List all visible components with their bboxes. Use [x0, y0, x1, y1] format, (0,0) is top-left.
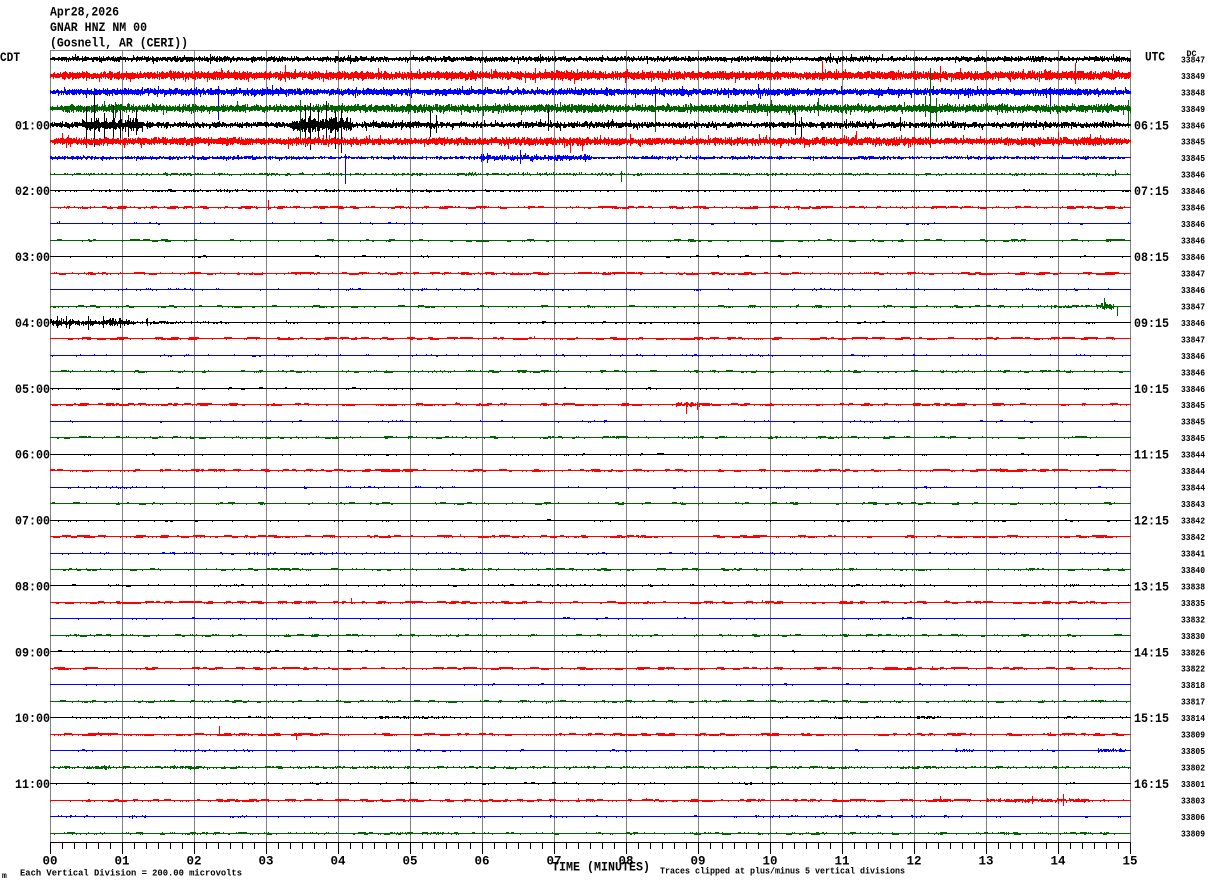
- svg-text:03: 03: [259, 854, 274, 869]
- svg-text:GNAR HNZ NM 00: GNAR HNZ NM 00: [50, 20, 147, 35]
- svg-text:05:00: 05:00: [15, 382, 50, 397]
- svg-text:08:15: 08:15: [1134, 250, 1169, 265]
- svg-text:33845: 33845: [1181, 138, 1205, 148]
- svg-text:33848: 33848: [1181, 88, 1205, 98]
- svg-text:08:00: 08:00: [15, 579, 50, 594]
- svg-text:09:15: 09:15: [1134, 316, 1169, 331]
- svg-text:06:15: 06:15: [1134, 118, 1169, 133]
- svg-text:33809: 33809: [1181, 829, 1205, 839]
- svg-text:33849: 33849: [1181, 105, 1205, 115]
- svg-text:33838: 33838: [1181, 582, 1205, 592]
- svg-text:Apr28,2026: Apr28,2026: [50, 5, 119, 20]
- svg-text:33844: 33844: [1181, 467, 1206, 477]
- svg-text:33803: 33803: [1181, 796, 1205, 806]
- svg-text:07:15: 07:15: [1134, 184, 1169, 199]
- svg-text:33846: 33846: [1181, 171, 1205, 181]
- svg-text:(Gosnell, AR (CERI)): (Gosnell, AR (CERI)): [50, 36, 188, 51]
- svg-text:33809: 33809: [1181, 731, 1205, 741]
- svg-text:33814: 33814: [1181, 714, 1206, 724]
- svg-text:12:15: 12:15: [1134, 514, 1169, 529]
- svg-text:33846: 33846: [1181, 220, 1205, 230]
- svg-text:06:00: 06:00: [15, 448, 50, 463]
- svg-text:TIME (MINUTES): TIME (MINUTES): [552, 860, 650, 875]
- svg-text:00: 00: [43, 854, 58, 869]
- svg-text:33847: 33847: [1181, 335, 1205, 345]
- svg-text:DC: DC: [1187, 50, 1197, 59]
- svg-text:33849: 33849: [1181, 72, 1205, 82]
- svg-text:01:00: 01:00: [15, 118, 50, 133]
- svg-text:07:00: 07:00: [15, 514, 50, 529]
- svg-text:03:00: 03:00: [15, 250, 50, 265]
- svg-text:m: m: [2, 872, 7, 881]
- svg-text:01: 01: [115, 854, 130, 869]
- svg-text:33817: 33817: [1181, 698, 1205, 708]
- svg-text:08: 08: [619, 854, 634, 869]
- svg-text:33846: 33846: [1181, 253, 1205, 263]
- svg-text:33822: 33822: [1181, 665, 1205, 675]
- svg-text:09: 09: [691, 854, 706, 869]
- svg-text:14:15: 14:15: [1134, 645, 1169, 660]
- svg-text:12: 12: [907, 854, 922, 869]
- svg-text:10:15: 10:15: [1134, 382, 1169, 397]
- svg-text:15: 15: [1123, 854, 1138, 869]
- svg-text:33806: 33806: [1181, 813, 1205, 823]
- svg-text:14: 14: [1051, 854, 1066, 869]
- svg-text:04:00: 04:00: [15, 316, 50, 331]
- svg-text:05: 05: [403, 854, 418, 869]
- svg-text:02: 02: [187, 854, 202, 869]
- svg-text:33846: 33846: [1181, 352, 1205, 362]
- svg-text:33847: 33847: [1181, 269, 1205, 279]
- svg-text:33805: 33805: [1181, 747, 1205, 757]
- svg-text:11:00: 11:00: [15, 777, 50, 792]
- svg-text:13: 13: [979, 854, 994, 869]
- svg-text:33843: 33843: [1181, 500, 1205, 510]
- svg-text:CDT: CDT: [0, 50, 20, 65]
- svg-text:33818: 33818: [1181, 681, 1205, 691]
- svg-text:33846: 33846: [1181, 368, 1205, 378]
- svg-text:33846: 33846: [1181, 121, 1205, 131]
- svg-text:33845: 33845: [1181, 401, 1205, 411]
- svg-text:33846: 33846: [1181, 237, 1205, 247]
- svg-text:33835: 33835: [1181, 599, 1205, 609]
- svg-text:09:00: 09:00: [15, 645, 50, 660]
- svg-text:04: 04: [331, 854, 346, 869]
- svg-text:33830: 33830: [1181, 632, 1205, 642]
- svg-text:33845: 33845: [1181, 418, 1205, 428]
- svg-text:06: 06: [475, 854, 490, 869]
- svg-text:Traces clipped at plus/minus 5: Traces clipped at plus/minus 5 vertical …: [660, 867, 905, 877]
- svg-text:33847: 33847: [1181, 55, 1205, 65]
- svg-text:16:15: 16:15: [1134, 777, 1169, 792]
- svg-text:33840: 33840: [1181, 566, 1205, 576]
- svg-text:Each Vertical Division = 200.: Each Vertical Division = 200.00 microvol…: [20, 869, 242, 879]
- svg-text:11: 11: [835, 854, 850, 869]
- svg-text:33846: 33846: [1181, 385, 1205, 395]
- svg-text:10:00: 10:00: [15, 711, 50, 726]
- svg-text:33846: 33846: [1181, 204, 1205, 214]
- svg-text:33802: 33802: [1181, 764, 1205, 774]
- svg-text:33847: 33847: [1181, 302, 1205, 312]
- svg-text:UTC: UTC: [1145, 50, 1165, 65]
- svg-text:33826: 33826: [1181, 648, 1205, 658]
- svg-text:33846: 33846: [1181, 286, 1205, 296]
- svg-text:13:15: 13:15: [1134, 579, 1169, 594]
- svg-text:33842: 33842: [1181, 533, 1205, 543]
- svg-text:33844: 33844: [1181, 484, 1206, 494]
- svg-text:33801: 33801: [1181, 780, 1206, 790]
- svg-text:33841: 33841: [1181, 549, 1206, 559]
- svg-text:33832: 33832: [1181, 615, 1205, 625]
- svg-text:33846: 33846: [1181, 187, 1205, 197]
- svg-text:33845: 33845: [1181, 434, 1205, 444]
- svg-text:33844: 33844: [1181, 451, 1206, 461]
- svg-text:33845: 33845: [1181, 154, 1205, 164]
- svg-text:33842: 33842: [1181, 517, 1205, 527]
- svg-text:11:15: 11:15: [1134, 448, 1169, 463]
- svg-text:02:00: 02:00: [15, 184, 50, 199]
- svg-text:15:15: 15:15: [1134, 711, 1169, 726]
- svg-text:10: 10: [763, 854, 778, 869]
- svg-text:07: 07: [547, 854, 562, 869]
- svg-text:33846: 33846: [1181, 319, 1205, 329]
